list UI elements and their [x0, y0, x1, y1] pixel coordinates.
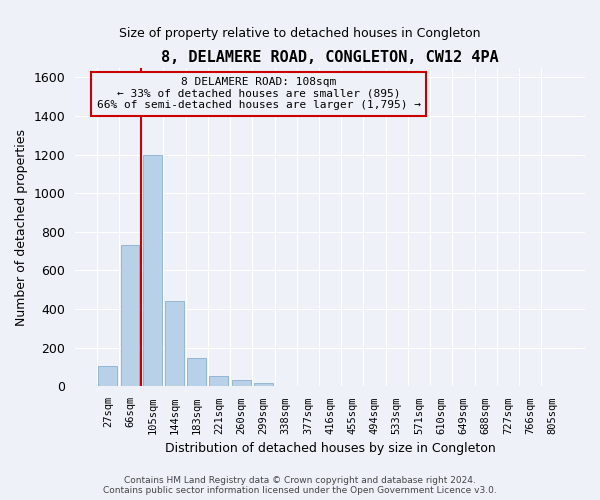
Bar: [232, 380, 251, 386]
Bar: [187, 358, 206, 386]
Bar: [209, 376, 229, 386]
Text: Contains HM Land Registry data © Crown copyright and database right 2024.
Contai: Contains HM Land Registry data © Crown c…: [103, 476, 497, 495]
Bar: [143, 154, 161, 386]
Title: 8, DELAMERE ROAD, CONGLETON, CW12 4PA: 8, DELAMERE ROAD, CONGLETON, CW12 4PA: [161, 50, 499, 65]
Text: Size of property relative to detached houses in Congleton: Size of property relative to detached ho…: [119, 28, 481, 40]
Bar: [165, 302, 184, 386]
X-axis label: Distribution of detached houses by size in Congleton: Distribution of detached houses by size …: [165, 442, 496, 455]
Bar: [254, 383, 273, 386]
Text: 8 DELAMERE ROAD: 108sqm
← 33% of detached houses are smaller (895)
66% of semi-d: 8 DELAMERE ROAD: 108sqm ← 33% of detache…: [97, 77, 421, 110]
Bar: [121, 246, 139, 386]
Y-axis label: Number of detached properties: Number of detached properties: [15, 128, 28, 326]
Bar: [98, 366, 117, 386]
